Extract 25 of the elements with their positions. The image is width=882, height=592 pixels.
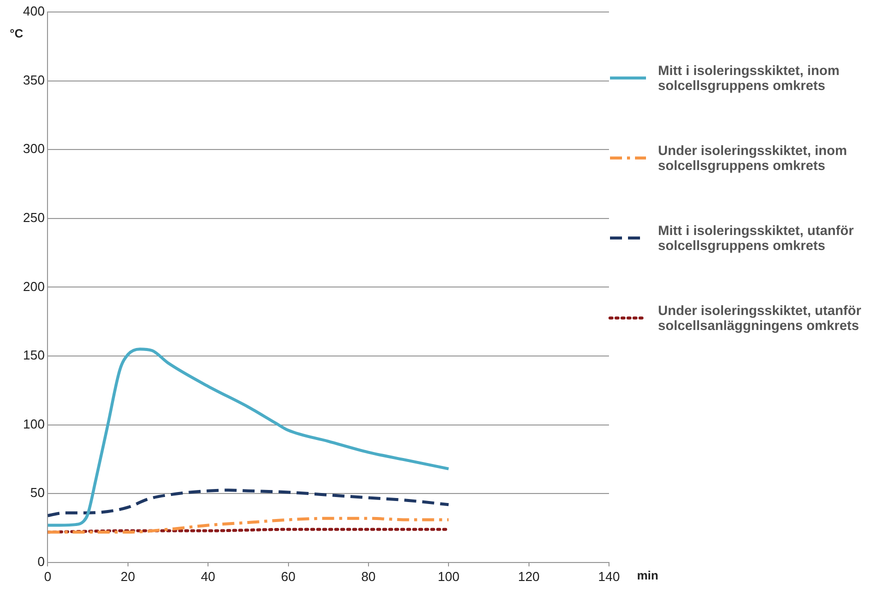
x-tick-label: 80 [361,568,376,584]
legend-label: Under isoleringsskiktet, inom solcellsgruppens omkrets [658,143,848,173]
line-series [48,516,450,534]
x-tick-label: 140 [598,568,620,584]
legend-label: Under isoleringsskiktet, utanför solcellsanläggningens omkrets [658,303,862,333]
line-series [48,348,450,527]
y-tick-label: 0 [37,554,45,569]
y-tick-label: 300 [22,141,45,156]
line-series [48,488,450,518]
x-tick-label: 120 [518,568,540,584]
y-tick-label: 150 [22,348,45,363]
x-tick-label: 60 [281,568,296,584]
y-axis-title: °C [10,26,24,40]
x-tick-label: 100 [438,568,460,584]
legend-label: Mitt i isoleringsskiktet, utanför solcellsgruppens omkrets [658,223,855,253]
y-tick-label: 350 [22,72,45,88]
y-tick-label: 250 [22,210,45,225]
y-tick-label: 400 [22,4,45,19]
x-tick-label: 40 [200,568,216,584]
y-tick-label: 200 [22,278,45,294]
legend-label: Mitt i isoleringsskiktet, inom solcellsgruppens omkrets [658,63,841,93]
y-tick-label: 100 [22,416,45,432]
x-axis-title: min [637,568,658,583]
x-tick-label: 20 [120,568,136,584]
y-tick-label: 50 [30,485,45,500]
